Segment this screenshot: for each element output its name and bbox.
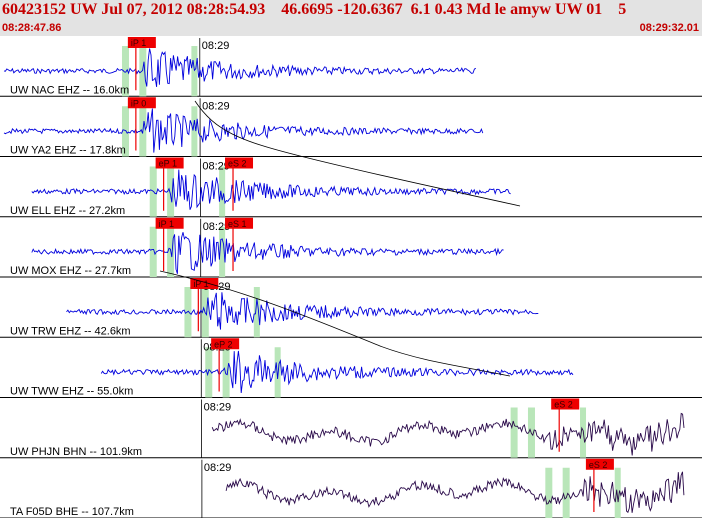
channel-label: UW ELL EHZ -- 27.2km bbox=[10, 205, 125, 217]
channel-label: UW MOX EHZ -- 27.7km bbox=[10, 265, 131, 277]
s-pick-box[interactable] bbox=[551, 398, 580, 410]
pick-window bbox=[510, 407, 518, 458]
channel-row[interactable]: 08:29 iP 1 UW NAC EHZ -- 16.0km bbox=[0, 37, 702, 97]
channel-label: UW TWW EHZ -- 55.0km bbox=[10, 386, 133, 398]
pick-window bbox=[121, 46, 129, 97]
s-pick-box[interactable] bbox=[225, 217, 254, 229]
p-pick-box[interactable] bbox=[127, 37, 156, 48]
minute-label: 08:29 bbox=[202, 40, 230, 52]
waveform-trace[interactable] bbox=[31, 232, 504, 274]
p-pick-label: iP 1 bbox=[131, 38, 146, 48]
event-header: 60423152 UW Jul 07, 2012 08:28:54.93 46.… bbox=[0, 0, 702, 36]
channel-label: UW PHJN BHN -- 101.9km bbox=[10, 446, 142, 458]
minute-label: 08:29 bbox=[204, 402, 232, 414]
s-pick-box[interactable] bbox=[585, 458, 614, 470]
pick-window bbox=[614, 467, 621, 518]
minute-label: 08:29 bbox=[202, 161, 230, 173]
pick-window bbox=[167, 166, 175, 217]
channel-row[interactable]: 08:29 eP 1 eS 2 UW ELL EHZ -- 27.2km bbox=[0, 157, 702, 218]
p-pick-label: iP 1 bbox=[193, 279, 208, 289]
travel-time-curve bbox=[159, 270, 511, 377]
s-pick-label: eS 2 bbox=[589, 460, 608, 470]
s-pick-box[interactable] bbox=[225, 157, 254, 169]
waveform-trace[interactable] bbox=[211, 412, 685, 456]
channel-label: UW YA2 EHZ -- 17.8km bbox=[10, 145, 126, 157]
waveform-trace[interactable] bbox=[66, 292, 539, 330]
p-pick-box[interactable] bbox=[127, 97, 156, 109]
pick-window bbox=[184, 287, 192, 338]
pick-window bbox=[205, 347, 213, 398]
channel-row[interactable]: 08:29 eS 2 UW PHJN BHN -- 101.9km bbox=[0, 398, 702, 459]
channel-label: TA F05D BHE -- 107.7km bbox=[10, 506, 134, 518]
p-pick-box[interactable] bbox=[155, 157, 184, 169]
travel-time-curve bbox=[194, 100, 521, 207]
p-pick-box[interactable] bbox=[190, 278, 219, 289]
minute-label: 08:29 bbox=[202, 100, 230, 112]
window-start-time: 08:28:47.86 bbox=[2, 22, 62, 34]
waveform-trace[interactable] bbox=[31, 169, 511, 210]
pick-window bbox=[222, 347, 230, 398]
waveform-trace[interactable] bbox=[100, 350, 574, 394]
pick-window bbox=[562, 467, 570, 518]
window-end-time: 08:29:32.01 bbox=[639, 22, 699, 34]
pick-window bbox=[219, 226, 226, 277]
p-pick-label: eP 1 bbox=[159, 159, 177, 169]
channel-label: UW NAC EHZ -- 16.0km bbox=[10, 84, 129, 96]
pick-window bbox=[139, 46, 147, 97]
p-pick-label: eP 2 bbox=[214, 339, 232, 349]
p-pick-label: iP 1 bbox=[159, 219, 174, 229]
pick-window bbox=[191, 46, 198, 97]
s-pick-label: eS 2 bbox=[228, 159, 247, 169]
channel-row[interactable]: 08:29 eS 2 TA F05D BHE -- 107.7km bbox=[0, 458, 702, 518]
minute-label: 08:29 bbox=[204, 462, 232, 474]
pick-window bbox=[219, 166, 226, 217]
pick-window bbox=[149, 226, 157, 277]
pick-window bbox=[274, 347, 281, 398]
channel-row[interactable]: 08:29 iP 1 eS 1 UW MOX EHZ -- 27.7km bbox=[0, 217, 702, 278]
p-pick-box[interactable] bbox=[155, 217, 184, 229]
pick-window bbox=[253, 287, 260, 338]
pick-window bbox=[545, 467, 553, 518]
p-pick-label: iP 0 bbox=[131, 98, 146, 108]
channel-row[interactable]: 08:29 iP 0 UW YA2 EHZ -- 17.8km bbox=[0, 97, 702, 157]
channel-label: UW TRW EHZ -- 42.6km bbox=[10, 325, 131, 337]
seismogram-panel[interactable]: 08:29 iP 1 UW NAC EHZ -- 16.0km 08:29 iP 0 UW… bbox=[0, 36, 702, 518]
event-title: 60423152 UW Jul 07, 2012 08:28:54.93 46.… bbox=[2, 1, 627, 18]
pick-window bbox=[191, 106, 198, 157]
s-pick-label: eS 2 bbox=[554, 400, 573, 410]
minute-label: 08:29 bbox=[203, 221, 231, 233]
waveform-trace[interactable] bbox=[225, 471, 685, 514]
waveform-trace[interactable] bbox=[3, 48, 477, 87]
pick-window bbox=[121, 106, 129, 157]
p-pick-box[interactable] bbox=[211, 338, 240, 350]
s-pick-label: eS 1 bbox=[228, 219, 247, 229]
